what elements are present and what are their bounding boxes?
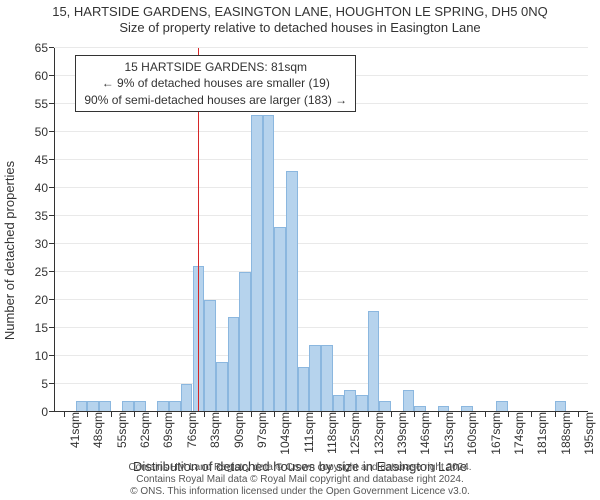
credit-line-2: Contains Royal Mail data © Royal Mail co… — [0, 474, 600, 486]
x-tick-label: 146sqm — [414, 412, 432, 455]
credit-line-1: Contains HM Land Registry data © Crown c… — [0, 462, 600, 474]
y-tick-mark — [49, 355, 54, 356]
x-tick-label: 41sqm — [64, 412, 82, 448]
chart-container: 15, HARTSIDE GARDENS, EASINGTON LANE, HO… — [0, 0, 600, 500]
x-tick-label: 167sqm — [485, 412, 503, 455]
x-tick-label: 132sqm — [368, 412, 386, 455]
y-tick-mark — [49, 327, 54, 328]
x-tick-label: 90sqm — [228, 412, 246, 448]
x-tick-label: 55sqm — [111, 412, 129, 448]
x-tick-label: 139sqm — [391, 412, 409, 455]
x-tick-label: 174sqm — [508, 412, 526, 455]
y-tick-mark — [49, 411, 54, 412]
y-tick-mark — [49, 159, 54, 160]
y-tick-label: 45 — [35, 153, 54, 167]
y-tick-label: 65 — [35, 41, 54, 55]
y-tick-label: 60 — [35, 69, 54, 83]
x-tick-label: 181sqm — [531, 412, 549, 455]
y-tick-mark — [49, 47, 54, 48]
x-tick-label: 104sqm — [274, 412, 292, 455]
x-tick-label: 153sqm — [438, 412, 456, 455]
chart-titles: 15, HARTSIDE GARDENS, EASINGTON LANE, HO… — [0, 4, 600, 37]
y-tick-label: 30 — [35, 237, 54, 251]
y-tick-label: 20 — [35, 293, 54, 307]
y-tick-label: 50 — [35, 125, 54, 139]
y-tick-label: 10 — [35, 349, 54, 363]
y-tick-mark — [49, 131, 54, 132]
y-tick-label: 15 — [35, 321, 54, 335]
credits: Contains HM Land Registry data © Crown c… — [0, 462, 600, 498]
y-tick-mark — [49, 103, 54, 104]
y-tick-label: 55 — [35, 97, 54, 111]
ticks-layer: 0510152025303540455055606541sqm48sqm55sq… — [54, 48, 588, 412]
y-tick-mark — [49, 243, 54, 244]
x-tick-label: 125sqm — [344, 412, 362, 455]
y-tick-label: 35 — [35, 209, 54, 223]
y-tick-label: 5 — [41, 377, 54, 391]
chart-subtitle: Size of property relative to detached ho… — [0, 20, 600, 36]
x-tick-label: 188sqm — [555, 412, 573, 455]
y-tick-mark — [49, 75, 54, 76]
y-tick-label: 40 — [35, 181, 54, 195]
credit-line-3: © ONS. This information licensed under t… — [0, 486, 600, 498]
x-tick-label: 111sqm — [298, 412, 316, 453]
x-tick-label: 118sqm — [321, 412, 339, 454]
y-axis-label: Number of detached properties — [3, 160, 18, 339]
y-tick-label: 0 — [41, 405, 54, 419]
x-tick-label: 76sqm — [181, 412, 199, 448]
y-axis-label-container: Number of detached properties — [2, 0, 18, 500]
y-tick-mark — [49, 299, 54, 300]
x-tick-label: 97sqm — [251, 412, 269, 448]
y-tick-label: 25 — [35, 265, 54, 279]
x-tick-label: 195sqm — [578, 412, 596, 455]
x-tick-label: 48sqm — [87, 412, 105, 448]
x-tick-label: 83sqm — [204, 412, 222, 448]
x-tick-label: 69sqm — [157, 412, 175, 448]
plot-area: 15 HARTSIDE GARDENS: 81sqm← 9% of detach… — [54, 48, 588, 412]
y-tick-mark — [49, 187, 54, 188]
chart-title: 15, HARTSIDE GARDENS, EASINGTON LANE, HO… — [0, 4, 600, 20]
x-tick-label: 160sqm — [461, 412, 479, 455]
y-tick-mark — [49, 383, 54, 384]
y-tick-mark — [49, 215, 54, 216]
y-tick-mark — [49, 271, 54, 272]
x-tick-label: 62sqm — [134, 412, 152, 448]
